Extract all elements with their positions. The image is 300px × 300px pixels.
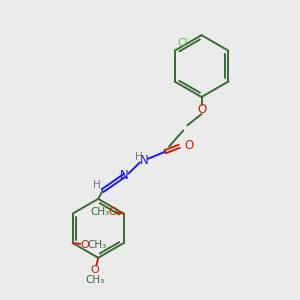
Text: O: O bbox=[108, 207, 117, 217]
Text: CH₃: CH₃ bbox=[88, 240, 107, 250]
Text: CH₃: CH₃ bbox=[85, 274, 105, 285]
Text: O: O bbox=[81, 239, 89, 250]
Text: N: N bbox=[140, 154, 148, 167]
Text: CH₃: CH₃ bbox=[91, 206, 110, 217]
Text: O: O bbox=[197, 103, 206, 116]
Text: O: O bbox=[91, 265, 100, 275]
Text: H: H bbox=[93, 180, 101, 190]
Text: O: O bbox=[184, 139, 194, 152]
Text: N: N bbox=[120, 169, 129, 182]
Text: Cl: Cl bbox=[178, 38, 188, 48]
Text: H: H bbox=[135, 152, 142, 162]
